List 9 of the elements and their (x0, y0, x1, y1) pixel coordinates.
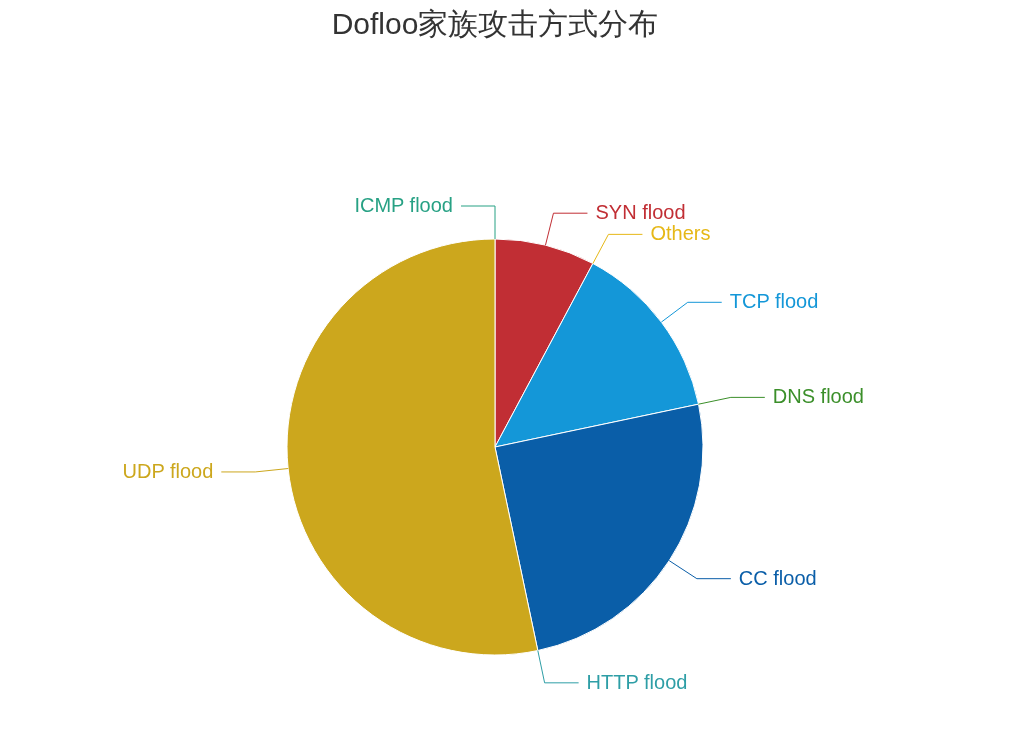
slice-label: UDP flood (122, 459, 214, 482)
category-label: ICMP flood (354, 194, 453, 216)
chart-title: Dofloo家族攻击方式分布 (331, 7, 659, 40)
category-label: Others (650, 222, 711, 245)
slice-label: TCP flood (729, 290, 819, 313)
slice-label: SYN flood (595, 201, 686, 224)
category-label: HTTP flood (586, 670, 688, 693)
legend-label: DNS flood (772, 385, 864, 408)
slice-label: CC flood (738, 566, 817, 589)
